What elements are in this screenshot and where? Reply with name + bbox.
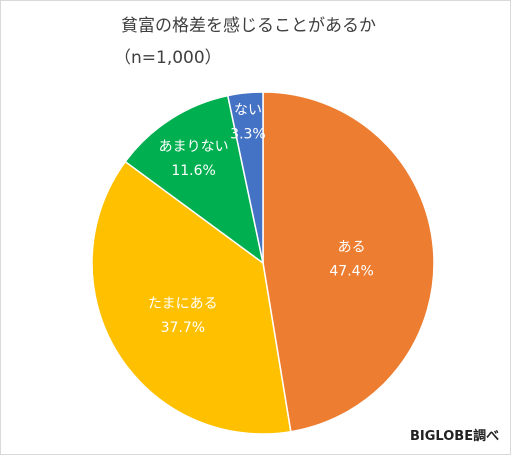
source-note: BIGLOBE調べ — [410, 429, 500, 444]
chart-title: 貧富の格差を感じることがあるか — [121, 16, 376, 36]
pie-slice — [91, 160, 292, 435]
chart-subtitle: （n=1,000） — [114, 48, 222, 68]
slice-value-label: 3.3% — [230, 126, 266, 142]
slice-category-label: たまにある — [148, 296, 218, 312]
slice-category-label: あまりない — [159, 139, 229, 155]
slice-value-label: 47.4% — [329, 264, 373, 280]
pie-slice — [124, 94, 265, 265]
pie-slice — [226, 91, 264, 264]
slice-value-label: 11.6% — [171, 163, 215, 179]
pie-slice — [262, 91, 435, 433]
slice-value-label: 37.7% — [161, 320, 205, 336]
slice-category-label: ない — [234, 102, 262, 118]
slice-category-label: ある — [338, 240, 366, 256]
